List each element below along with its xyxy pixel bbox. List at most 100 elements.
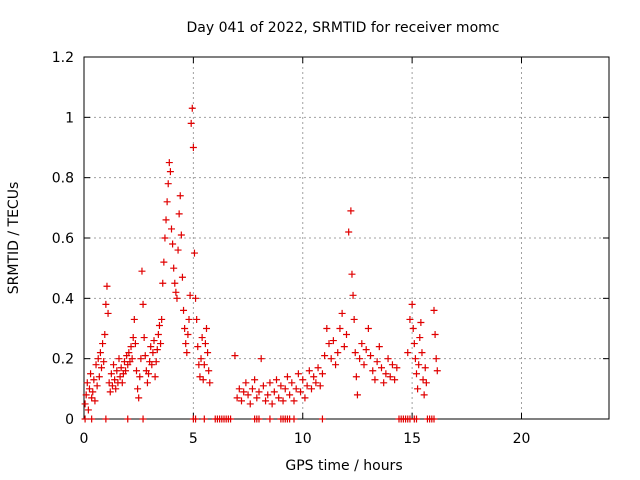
data-point xyxy=(419,376,427,384)
data-point xyxy=(310,373,318,381)
data-point xyxy=(415,361,423,369)
data-point xyxy=(233,394,241,402)
data-point xyxy=(170,264,178,272)
data-point xyxy=(98,364,105,372)
data-point xyxy=(110,361,118,369)
data-point xyxy=(352,373,360,381)
data-point xyxy=(153,346,161,354)
data-point xyxy=(189,144,197,151)
data-point xyxy=(422,379,430,387)
y-tick-label: 1.2 xyxy=(52,50,74,66)
data-point xyxy=(275,394,283,402)
data-point xyxy=(347,207,355,215)
data-point xyxy=(85,385,93,393)
data-point xyxy=(253,394,261,402)
data-point xyxy=(102,415,110,423)
data-point xyxy=(266,379,274,387)
data-point xyxy=(203,325,210,332)
data-point xyxy=(343,331,350,339)
data-point xyxy=(277,382,285,390)
data-point xyxy=(129,334,137,342)
data-point xyxy=(158,315,166,323)
data-point xyxy=(242,379,250,387)
data-point xyxy=(200,415,208,423)
data-point xyxy=(351,349,359,357)
data-points xyxy=(81,104,441,423)
data-point xyxy=(364,325,372,332)
data-point xyxy=(414,385,422,393)
data-point xyxy=(182,340,190,348)
data-point xyxy=(105,379,113,387)
data-point xyxy=(227,415,235,423)
data-point xyxy=(139,300,147,308)
data-point xyxy=(264,391,272,399)
data-point xyxy=(176,192,184,200)
data-point xyxy=(187,119,195,127)
data-point xyxy=(134,385,142,393)
data-point xyxy=(255,388,263,396)
data-point xyxy=(312,379,320,387)
data-point xyxy=(180,306,188,314)
y-tick-label: 1 xyxy=(65,110,74,126)
data-point xyxy=(205,367,213,375)
data-point xyxy=(100,358,108,366)
data-point xyxy=(290,415,298,423)
data-point xyxy=(345,228,353,236)
data-point xyxy=(292,385,300,393)
data-point xyxy=(157,340,165,348)
data-point xyxy=(190,249,198,257)
y-tick-label: 0.6 xyxy=(52,231,74,247)
data-point xyxy=(418,349,426,357)
data-point xyxy=(154,331,162,339)
data-point xyxy=(140,334,148,342)
data-point xyxy=(321,352,329,360)
data-point xyxy=(99,340,107,348)
axis-ticks: 0 0.2 0.4 0.6 0.8 1 1.2 0 5 10 15 20 xyxy=(52,50,609,447)
data-point xyxy=(168,225,175,233)
data-point xyxy=(155,321,163,329)
data-point xyxy=(193,315,201,323)
data-point xyxy=(112,385,120,393)
data-point xyxy=(348,270,356,278)
data-point xyxy=(360,361,368,369)
data-point xyxy=(432,355,440,363)
data-point xyxy=(350,315,358,323)
data-point xyxy=(408,300,416,308)
data-point xyxy=(81,400,89,408)
data-point xyxy=(268,400,276,408)
data-point xyxy=(325,340,333,348)
data-point xyxy=(251,376,259,384)
data-point xyxy=(183,349,191,357)
data-point xyxy=(150,337,158,345)
data-point xyxy=(308,385,315,393)
data-point xyxy=(91,397,99,405)
data-point xyxy=(431,331,439,339)
data-point xyxy=(270,388,278,396)
data-point xyxy=(88,394,96,402)
x-axis-label: GPS time / hours xyxy=(285,458,402,474)
data-point xyxy=(151,373,159,381)
data-point xyxy=(349,291,357,299)
data-point xyxy=(133,367,140,375)
data-point xyxy=(163,198,171,206)
data-point xyxy=(137,355,145,363)
data-point xyxy=(92,361,100,369)
data-point xyxy=(371,376,379,384)
data-point xyxy=(294,370,302,378)
data-point xyxy=(117,364,125,372)
data-point xyxy=(329,337,337,345)
data-point xyxy=(273,376,280,384)
data-point xyxy=(196,373,204,381)
data-point xyxy=(201,340,209,348)
data-point xyxy=(135,394,143,402)
data-point xyxy=(262,397,270,405)
x-tick-label: 5 xyxy=(189,431,198,447)
x-tick-label: 20 xyxy=(513,431,531,447)
data-point xyxy=(430,415,438,423)
data-point xyxy=(125,349,133,357)
data-point xyxy=(194,343,202,351)
data-point xyxy=(90,376,98,384)
data-point xyxy=(338,309,346,317)
data-point xyxy=(244,391,252,399)
data-point xyxy=(303,382,311,390)
